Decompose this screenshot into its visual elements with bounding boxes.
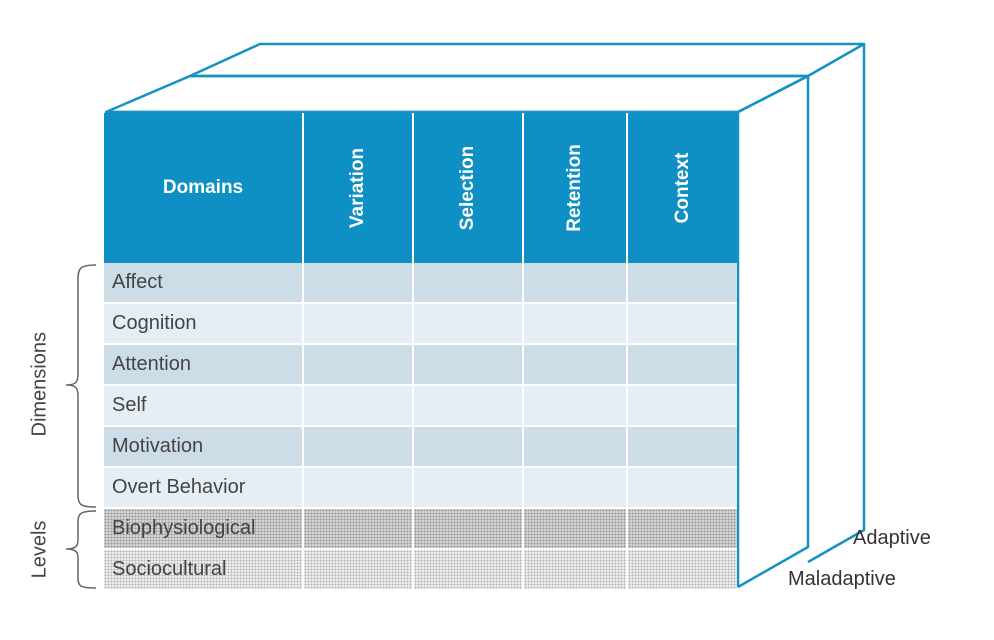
row-label: Affect [104,263,304,304]
table-cell [304,509,414,550]
header-domains-cell: Domains [104,113,304,263]
row-label: Overt Behavior [104,468,304,509]
row-label: Cognition [104,304,304,345]
table-cell [414,386,524,427]
header-column-label: Retention [564,144,585,232]
header-column-label: Selection [457,145,478,231]
row-label: Motivation [104,427,304,468]
table-cell [628,386,737,427]
header-column-label: Variation [347,147,368,229]
levels-label: Levels [28,520,51,579]
row-label: Biophysiological [104,509,304,550]
table-cell [524,427,628,468]
table-cell [414,304,524,345]
table-cell [524,550,628,591]
dimensions-label: Dimensions [28,332,51,437]
row-label: Self [104,386,304,427]
table-cell [304,468,414,509]
header-column-variation: Variation [304,113,414,263]
back-box-depth-edge [807,42,865,78]
row-label: Attention [104,345,304,386]
table-cell [414,468,524,509]
maladaptive-label: Maladaptive [788,568,896,590]
table-cell [414,550,524,591]
header-column-label: Context [671,152,693,224]
front-box-right-face [737,74,810,589]
table-cell [304,263,414,304]
table-cell [628,345,737,386]
table-cell [524,345,628,386]
table-cell [524,509,628,550]
adaptive-label: Adaptive [853,527,931,549]
table-cell [524,386,628,427]
table-cell [414,427,524,468]
levels-brace [65,510,97,589]
table-cell [628,304,737,345]
table-cell [414,263,524,304]
table-cell [304,386,414,427]
header-column-selection: Selection [414,113,524,263]
row-label: Sociocultural [104,550,304,591]
table-cell [524,263,628,304]
table-cell [304,550,414,591]
table-cell [628,263,737,304]
table-cell [628,509,737,550]
table-cell [628,468,737,509]
table-cell [524,304,628,345]
table-cell [524,468,628,509]
front-box-top-face [104,74,810,114]
header-column-retention: Retention [524,113,628,263]
table-cell [414,509,524,550]
dimensions-brace [65,264,97,508]
table-cell [628,427,737,468]
table-cell [304,304,414,345]
header-domains-label: Domains [162,177,244,198]
table-cell [304,345,414,386]
header-column-context: Context [628,113,737,263]
table-cell [304,427,414,468]
table-cell [628,550,737,591]
table-cell [414,345,524,386]
